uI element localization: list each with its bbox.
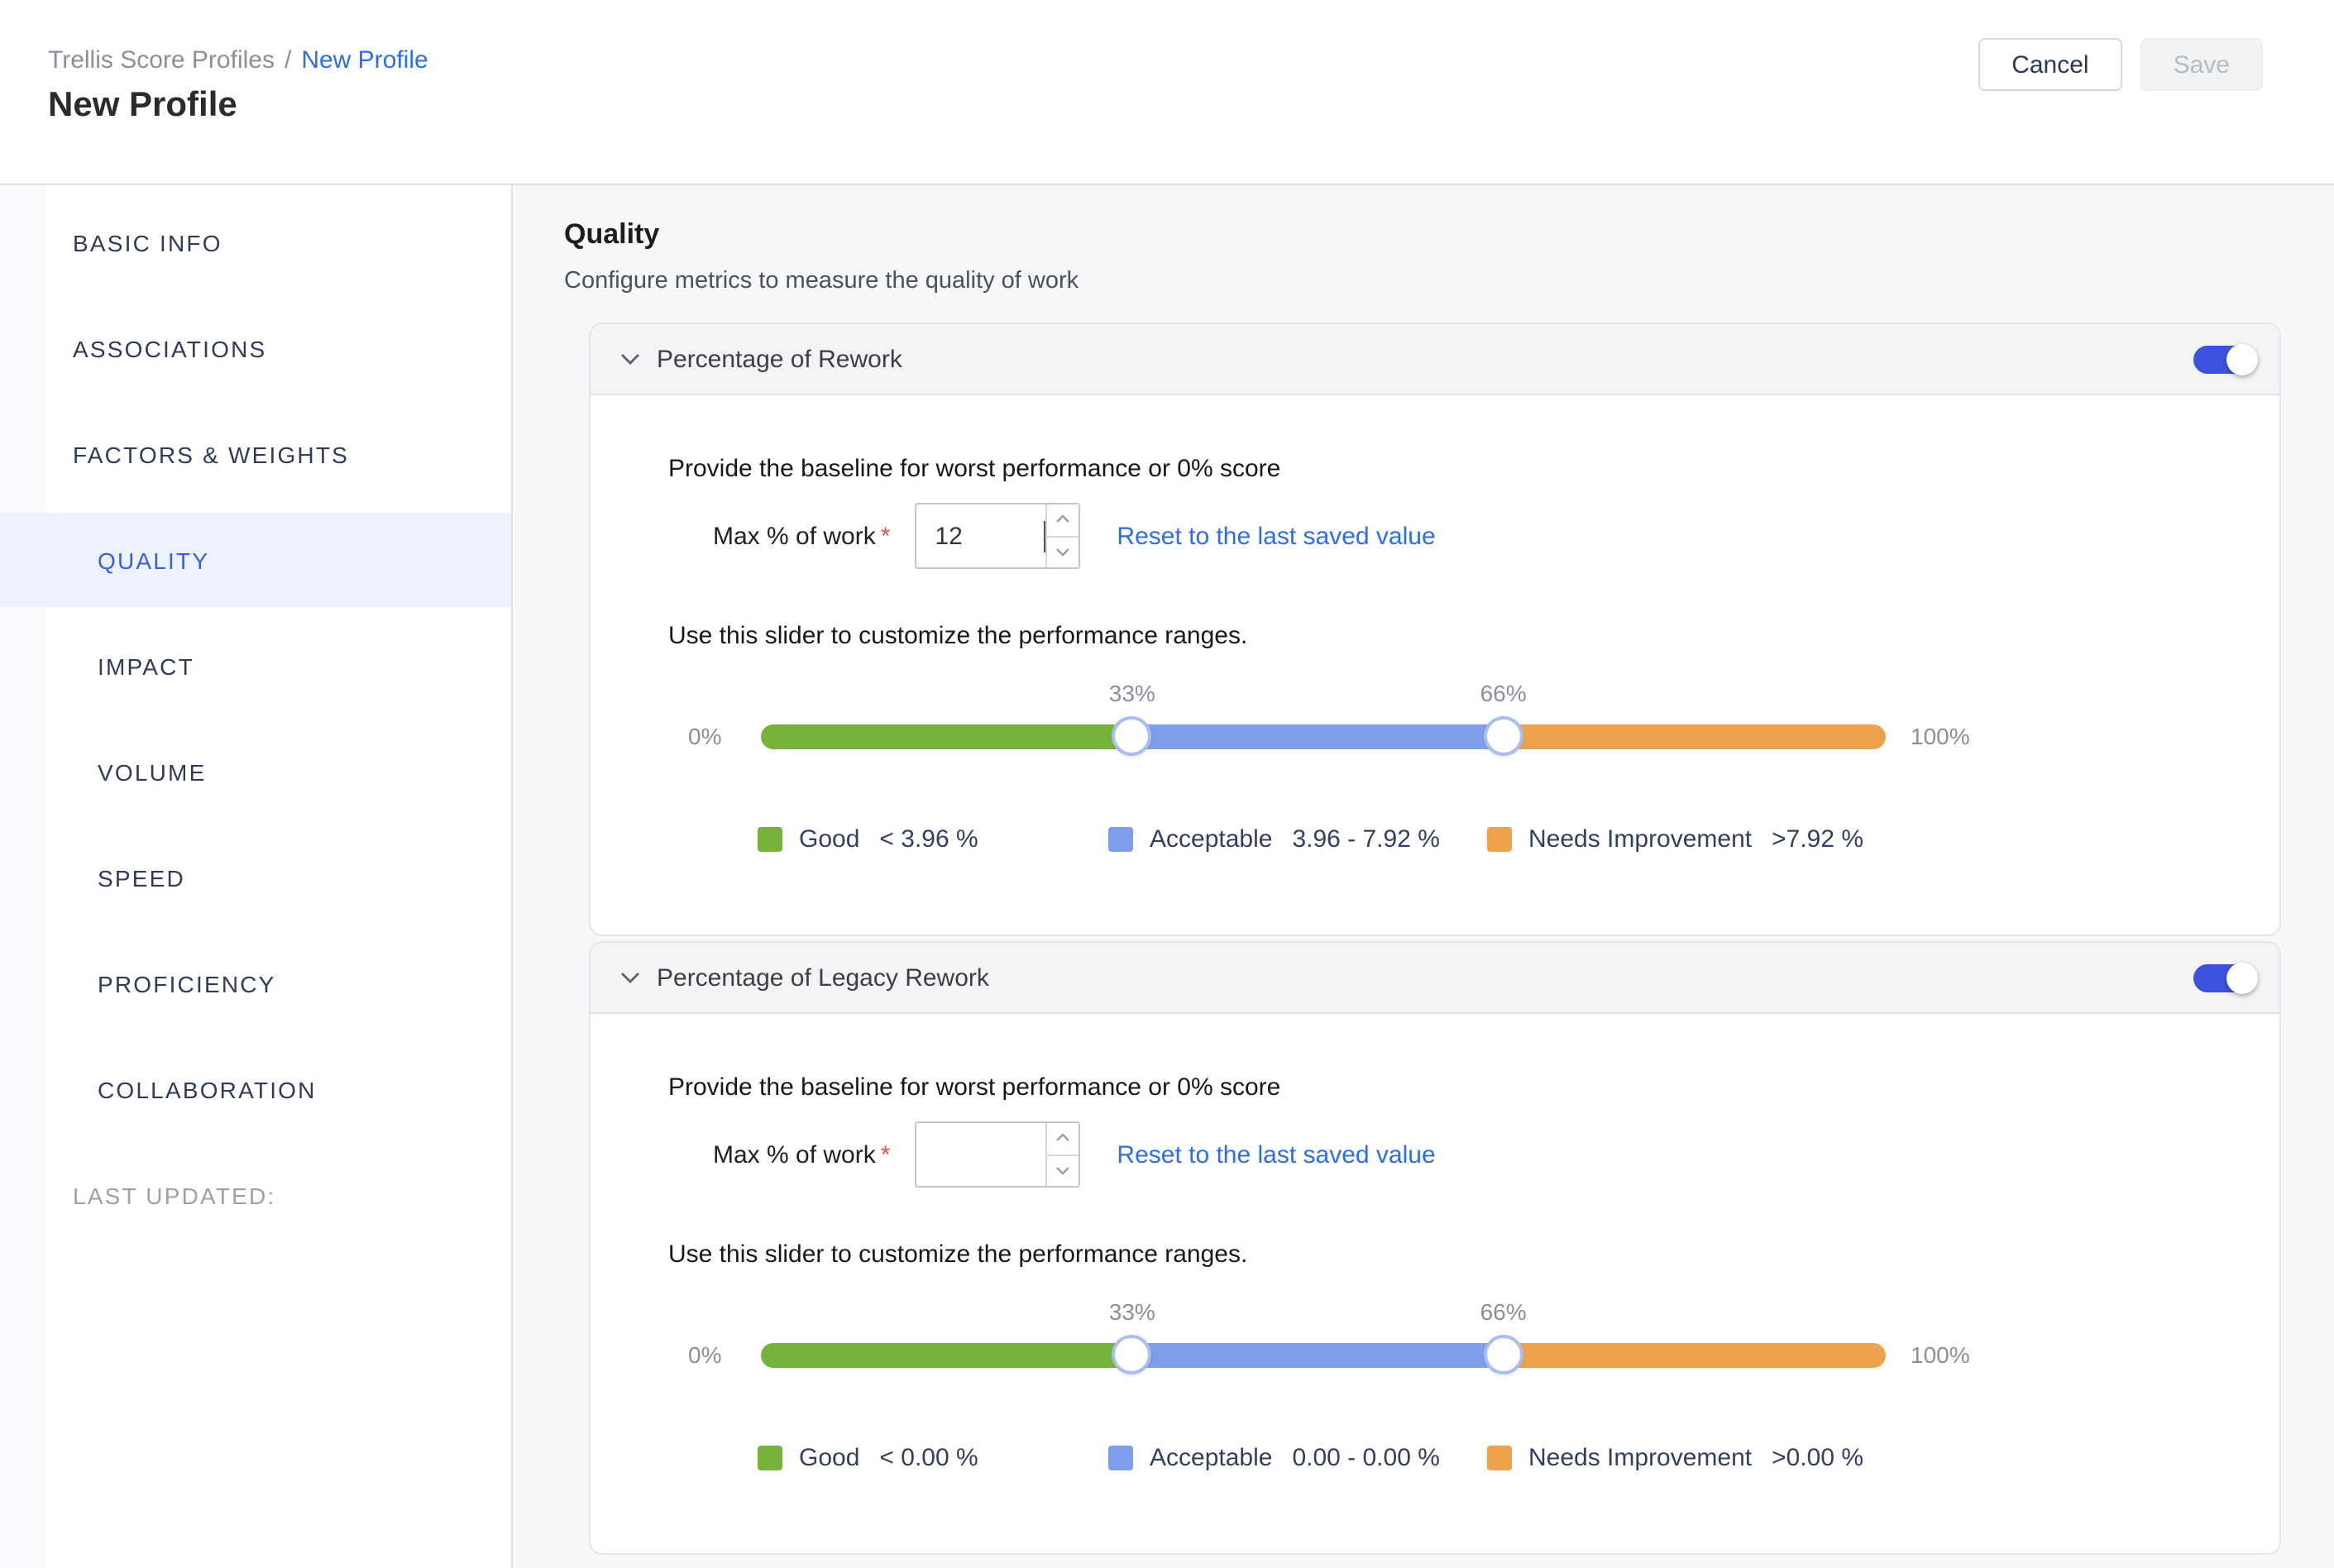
slider-handle-2[interactable]: [1483, 716, 1523, 756]
number-spinner: [1045, 504, 1079, 567]
slider-max-label: 100%: [1911, 723, 1970, 749]
legend-item-acceptable: Acceptable 3.96 - 7.92 %: [1108, 825, 1440, 853]
spinner-up-button[interactable]: [1047, 1123, 1079, 1154]
slider-track-wrap: 33% 66%: [761, 1298, 1886, 1374]
cancel-button[interactable]: Cancel: [1978, 38, 2122, 91]
metric-card-body: Provide the baseline for worst performan…: [591, 395, 2279, 935]
metric-card-legacy-rework: Percentage of Legacy Rework Provide the …: [589, 941, 2281, 1555]
chevron-down-icon[interactable]: [620, 352, 640, 366]
metric-card-header[interactable]: Percentage of Legacy Rework: [591, 943, 2279, 1014]
breadcrumb: Trellis Score Profiles / New Profile: [48, 0, 2334, 74]
acceptable-swatch-icon: [1108, 1446, 1133, 1470]
slider-min-label: 0%: [688, 723, 722, 749]
max-percent-row: Max % of work * Reset to the last saved v…: [713, 1121, 2213, 1188]
slider-heading: Use this slider to customize the perform…: [668, 1241, 1248, 1269]
max-percent-value: [916, 1123, 1045, 1186]
slider-track-wrap: 33% 66%: [761, 679, 1886, 756]
slider-handle1-label: 33%: [1108, 1298, 1155, 1324]
max-percent-input[interactable]: 12: [915, 503, 1081, 569]
section-title: Quality: [564, 218, 660, 250]
needs-improvement-swatch-icon: [1487, 1446, 1512, 1470]
chevron-down-icon[interactable]: [620, 971, 640, 984]
reset-link[interactable]: Reset to the last saved value: [1117, 1140, 1436, 1169]
spinner-down-button[interactable]: [1047, 535, 1079, 567]
metric-card-header[interactable]: Percentage of Rework: [591, 324, 2279, 395]
spinner-down-button[interactable]: [1047, 1154, 1079, 1186]
toggle-knob: [2226, 343, 2258, 375]
sidebar: BASIC INFO ASSOCIATIONS FACTORS & WEIGHT…: [0, 185, 513, 1568]
max-percent-value: 12: [935, 522, 963, 550]
legend-item-good: Good < 0.00 %: [758, 1444, 978, 1472]
save-button[interactable]: Save: [2140, 38, 2263, 91]
page-header: Trellis Score Profiles / New Profile New P…: [0, 0, 2334, 185]
metric-card-body: Provide the baseline for worst performan…: [591, 1014, 2279, 1553]
reset-link[interactable]: Reset to the last saved value: [1117, 522, 1436, 550]
sidebar-item-volume[interactable]: VOLUME: [98, 758, 207, 785]
metric-enabled-toggle[interactable]: [2193, 343, 2258, 375]
metric-card-rework: Percentage of Rework Provide the baselin…: [589, 323, 2281, 936]
baseline-heading: Provide the baseline for worst performan…: [668, 455, 1281, 483]
sidebar-nav: BASIC INFO ASSOCIATIONS FACTORS & WEIGHT…: [0, 185, 511, 1242]
slider-handle-1[interactable]: [1112, 716, 1152, 756]
legend-item-good: Good < 3.96 %: [758, 825, 978, 853]
metric-enabled-toggle[interactable]: [2193, 962, 2258, 993]
breadcrumb-root-link[interactable]: Trellis Score Profiles: [48, 46, 275, 74]
sidebar-item-associations[interactable]: ASSOCIATIONS: [73, 335, 267, 361]
slider-max-label: 100%: [1911, 1341, 1970, 1368]
slider-track[interactable]: [761, 1342, 1886, 1367]
needs-improvement-swatch-icon: [1487, 827, 1512, 852]
breadcrumb-current-link[interactable]: New Profile: [301, 46, 428, 74]
legend-item-needs-improvement: Needs Improvement >7.92 %: [1487, 825, 1863, 853]
slider-handle2-label: 66%: [1480, 679, 1527, 705]
good-swatch-icon: [758, 1446, 782, 1470]
main-content: Quality Configure metrics to measure the…: [513, 185, 2334, 1568]
breadcrumb-separator: /: [284, 46, 292, 74]
sidebar-item-factors-weights[interactable]: FACTORS & WEIGHTS: [73, 441, 350, 467]
max-percent-input[interactable]: [915, 1121, 1081, 1188]
max-percent-label: Max % of work *: [713, 1140, 891, 1169]
sidebar-item-speed[interactable]: SPEED: [98, 864, 185, 891]
range-legend: Good < 3.96 % Acceptable 3.96 - 7.92 % Nee…: [758, 825, 2213, 855]
number-spinner: [1045, 1123, 1079, 1186]
page-title: New Profile: [48, 86, 237, 124]
sidebar-item-impact[interactable]: IMPACT: [98, 653, 194, 679]
legend-item-needs-improvement: Needs Improvement >0.00 %: [1487, 1444, 1863, 1472]
acceptable-swatch-icon: [1108, 827, 1133, 852]
header-actions: Cancel Save: [1978, 38, 2263, 91]
slider-handle1-label: 33%: [1108, 679, 1155, 705]
metric-card-title: Percentage of Rework: [657, 345, 902, 373]
slider-heading: Use this slider to customize the perform…: [668, 622, 1248, 650]
section-subtitle: Configure metrics to measure the quality…: [564, 268, 1079, 294]
slider-handle-1[interactable]: [1112, 1335, 1152, 1374]
required-marker: *: [880, 1140, 891, 1169]
performance-slider: 0% 33% 66% 100%: [688, 1298, 2213, 1374]
legend-item-acceptable: Acceptable 0.00 - 0.00 %: [1108, 1444, 1440, 1472]
sidebar-item-quality[interactable]: QUALITY: [0, 513, 511, 607]
max-percent-row: Max % of work * 12 Reset to the last save…: [713, 503, 2213, 569]
sidebar-rail: [0, 185, 46, 1568]
good-swatch-icon: [758, 827, 782, 852]
text-caret: [1043, 520, 1046, 552]
spinner-up-button[interactable]: [1047, 504, 1079, 535]
max-percent-label: Max % of work *: [713, 522, 891, 550]
last-updated-label: LAST UPDATED:: [73, 1182, 276, 1208]
slider-handle2-label: 66%: [1480, 1298, 1527, 1324]
slider-track[interactable]: [761, 724, 1886, 748]
sidebar-item-proficiency[interactable]: PROFICIENCY: [98, 970, 276, 997]
required-marker: *: [880, 522, 891, 550]
performance-slider: 0% 33% 66% 100%: [688, 679, 2213, 756]
slider-min-label: 0%: [688, 1341, 722, 1368]
metric-card-title: Percentage of Legacy Rework: [657, 963, 989, 992]
baseline-heading: Provide the baseline for worst performan…: [668, 1073, 1281, 1102]
slider-handle-2[interactable]: [1483, 1335, 1523, 1374]
sidebar-item-collaboration[interactable]: COLLABORATION: [98, 1076, 317, 1102]
sidebar-item-basic-info[interactable]: BASIC INFO: [73, 229, 222, 256]
toggle-knob: [2226, 962, 2258, 993]
range-legend: Good < 0.00 % Acceptable 0.00 - 0.00 % Nee…: [758, 1444, 2213, 1474]
